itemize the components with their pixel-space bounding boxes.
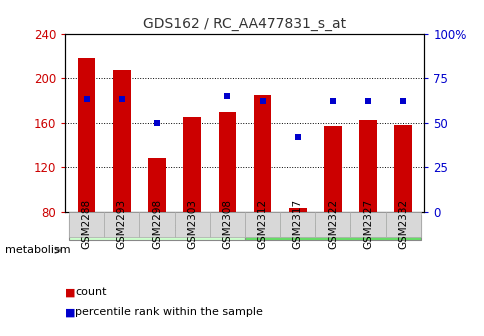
Text: count: count — [75, 287, 106, 297]
Text: insulin resistant: insulin resistant — [112, 223, 201, 233]
Bar — [244, 215, 420, 240]
Bar — [315, 212, 350, 237]
Bar — [244, 212, 280, 237]
Text: GSM2298: GSM2298 — [151, 199, 162, 249]
Bar — [174, 212, 209, 237]
Title: GDS162 / RC_AA477831_s_at: GDS162 / RC_AA477831_s_at — [143, 17, 346, 31]
Bar — [323, 126, 341, 212]
Bar — [139, 212, 174, 237]
Bar — [218, 112, 236, 212]
Text: GSM2293: GSM2293 — [117, 199, 126, 249]
Text: GSM2312: GSM2312 — [257, 199, 267, 249]
Bar — [350, 212, 385, 237]
Text: metabolism: metabolism — [5, 245, 70, 255]
Bar — [148, 158, 166, 212]
Bar — [69, 212, 104, 237]
Text: GSM2308: GSM2308 — [222, 199, 232, 249]
Text: ■: ■ — [65, 307, 76, 318]
Bar — [385, 212, 420, 237]
Text: GSM2322: GSM2322 — [327, 199, 337, 249]
Bar — [359, 120, 376, 212]
Text: GSM2288: GSM2288 — [81, 199, 91, 249]
Bar — [288, 208, 306, 212]
Bar — [104, 212, 139, 237]
Bar — [183, 117, 200, 212]
Bar — [77, 58, 95, 212]
Bar — [253, 95, 271, 212]
Text: GSM2317: GSM2317 — [292, 199, 302, 249]
Text: ■: ■ — [65, 287, 76, 297]
Text: GSM2303: GSM2303 — [187, 199, 197, 249]
Bar — [393, 125, 411, 212]
Text: insulin sensitive: insulin sensitive — [287, 223, 377, 233]
Bar — [113, 70, 130, 212]
Bar — [69, 215, 244, 240]
Bar — [209, 212, 244, 237]
Text: percentile rank within the sample: percentile rank within the sample — [75, 307, 262, 318]
Bar — [280, 212, 315, 237]
Text: GSM2332: GSM2332 — [397, 199, 408, 249]
Text: GSM2327: GSM2327 — [363, 199, 372, 249]
